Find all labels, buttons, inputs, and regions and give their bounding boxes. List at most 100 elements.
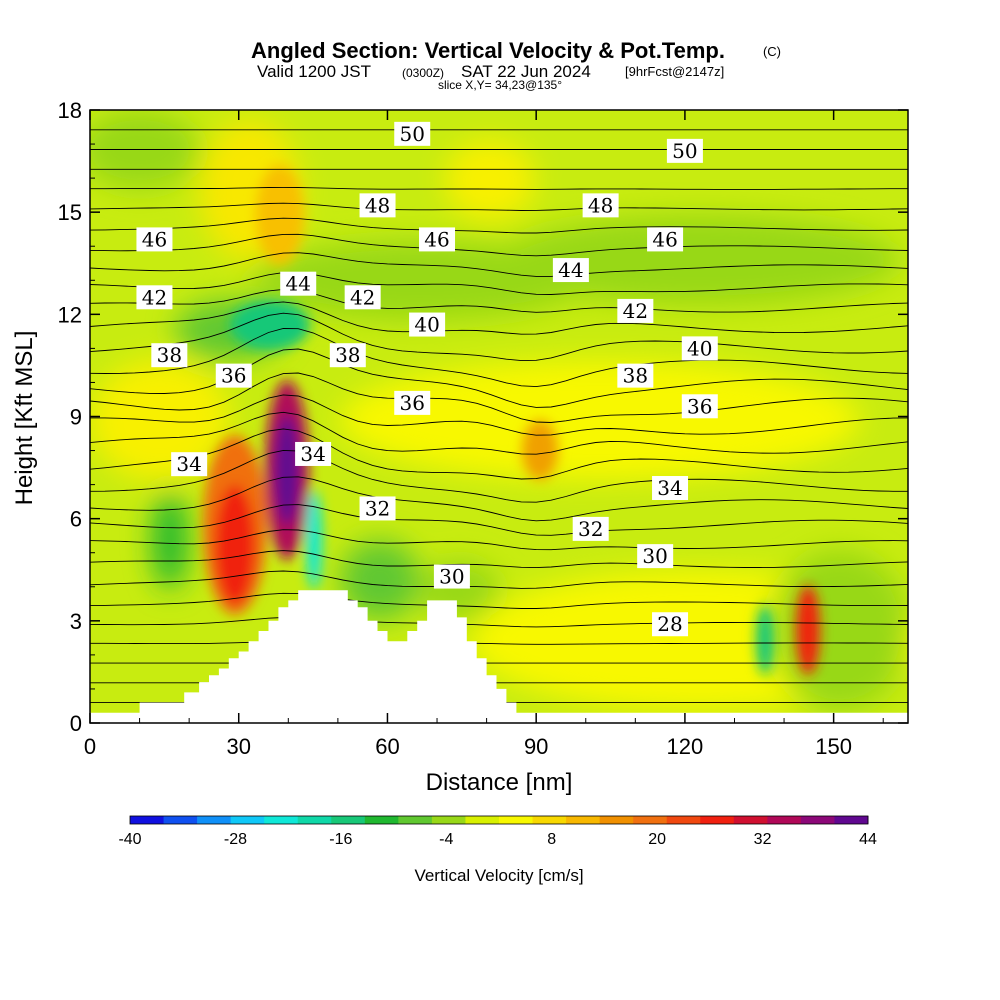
contour-label-text: 50 — [672, 139, 697, 163]
x-tick-label: 30 — [226, 734, 250, 759]
contour-label: 28 — [652, 612, 689, 637]
isentrope-line — [90, 476, 908, 522]
isentrope-lines — [90, 129, 908, 704]
contour-label: 40 — [409, 312, 446, 337]
contour-label: 30 — [637, 544, 674, 569]
isentrope-line — [90, 428, 908, 480]
contour-label: 34 — [295, 441, 332, 466]
contour-label-text: 38 — [623, 364, 648, 388]
isentrope-line — [90, 394, 908, 436]
isentrope-line — [90, 504, 908, 536]
isentrope-line — [90, 616, 908, 628]
colorbar-swatch — [834, 816, 869, 824]
colorbar-swatch — [666, 816, 701, 824]
colorbar-tick-label: 44 — [859, 831, 877, 848]
isentrope-line — [90, 202, 908, 211]
contour-label: 44 — [280, 271, 317, 296]
colorbar-swatch — [465, 816, 500, 824]
contour-label: 46 — [419, 227, 456, 252]
contour-label-text: 50 — [400, 122, 425, 146]
copyright-mark: (C) — [763, 44, 781, 59]
colorbar-swatch — [197, 816, 232, 824]
y-tick-label: 3 — [70, 609, 82, 634]
x-tick-label: 0 — [84, 734, 96, 759]
colorbar-tick-label: -4 — [439, 831, 453, 848]
colorbar-swatch — [800, 816, 835, 824]
contour-label-text: 40 — [414, 313, 439, 337]
contour-label-text: 30 — [642, 544, 667, 568]
isentrope-line — [90, 252, 908, 277]
colorbar-tick-label: -40 — [118, 831, 141, 848]
colorbar-swatch — [130, 816, 165, 824]
contour-label: 42 — [617, 298, 654, 323]
contour-label-text: 46 — [142, 227, 167, 251]
isentrope-line — [90, 570, 908, 589]
contour-label: 44 — [552, 258, 589, 283]
contour-label: 32 — [359, 496, 396, 521]
colorbar-swatch — [230, 816, 265, 824]
contour-label-text: 32 — [578, 517, 603, 541]
isentrope-line — [90, 640, 908, 645]
colorbar-swatch — [599, 816, 634, 824]
colorbar-tick-label: 8 — [547, 831, 556, 848]
contour-label: 38 — [329, 343, 366, 368]
isentrope-line — [90, 411, 908, 455]
chart-title: Angled Section: Vertical Velocity & Pot.… — [251, 38, 725, 63]
contour-label: 50 — [394, 122, 431, 146]
contour-label: 36 — [681, 394, 718, 419]
contour-label-text: 36 — [687, 394, 712, 418]
colorbar-swatch — [398, 816, 433, 824]
contour-label: 48 — [359, 193, 396, 218]
isentrope-line — [90, 592, 908, 609]
contour-label: 50 — [666, 138, 703, 163]
contour-labels: 50 50 48 48 46 46 46 44 44 42 42 42 40 40 38 38 38 36 36 36… — [136, 122, 718, 637]
contour-label-text: 34 — [176, 452, 201, 476]
contour-label-text: 30 — [439, 565, 464, 589]
y-tick-label: 18 — [58, 98, 82, 123]
contour-label: 46 — [136, 227, 173, 252]
colorbar-swatch — [331, 816, 366, 824]
isentrope-line — [90, 312, 908, 362]
contour-label-text: 38 — [157, 343, 182, 367]
contour-label: 36 — [215, 363, 252, 388]
contour-label-text: 46 — [652, 227, 677, 251]
contour-label-text: 32 — [365, 496, 390, 520]
valid-prefix: Valid 1200 JST — [257, 62, 371, 81]
y-tick-label: 15 — [58, 200, 82, 225]
colorbar-swatch — [297, 816, 332, 824]
isentrope-line — [90, 186, 908, 190]
contour-label-text: 42 — [142, 285, 167, 309]
x-tick-label: 60 — [375, 734, 399, 759]
colorbar-swatch — [566, 816, 601, 824]
x-tick-label: 90 — [524, 734, 548, 759]
colorbar-tick-label: 20 — [648, 831, 666, 848]
valid-utc: (0300Z) — [402, 66, 444, 80]
y-tick-label: 6 — [70, 507, 82, 532]
slice-info: slice X,Y= 34,23@135° — [438, 78, 562, 92]
isentrope-line — [90, 550, 908, 569]
isentrope-line — [90, 233, 908, 257]
contour-label-text: 42 — [623, 299, 648, 323]
y-tick-label: 9 — [70, 405, 82, 430]
terrain-mask — [90, 590, 908, 723]
colorbar-swatch — [767, 816, 802, 824]
contour-label: 48 — [582, 193, 619, 218]
contour-label-text: 48 — [365, 193, 390, 217]
colorbar-label: Vertical Velocity [cm/s] — [414, 866, 583, 885]
contour-label-text: 36 — [221, 364, 246, 388]
x-tick-label: 120 — [667, 734, 704, 759]
contour-label-text: 46 — [424, 227, 449, 251]
colorbar-frame — [129, 815, 869, 825]
contour-label: 42 — [344, 285, 381, 310]
x-tick-label: 150 — [815, 734, 852, 759]
y-axis-label: Height [Kft MSL] — [11, 331, 38, 506]
isentrope-line — [90, 449, 908, 503]
contour-label-text: 44 — [558, 258, 583, 282]
colorbar-tick-label: -16 — [329, 831, 352, 848]
isentrope-line — [90, 372, 908, 423]
forecast-info: [9hrFcst@2147z] — [625, 64, 724, 79]
isentrope-line — [90, 328, 908, 388]
contour-label-text: 34 — [300, 442, 325, 466]
